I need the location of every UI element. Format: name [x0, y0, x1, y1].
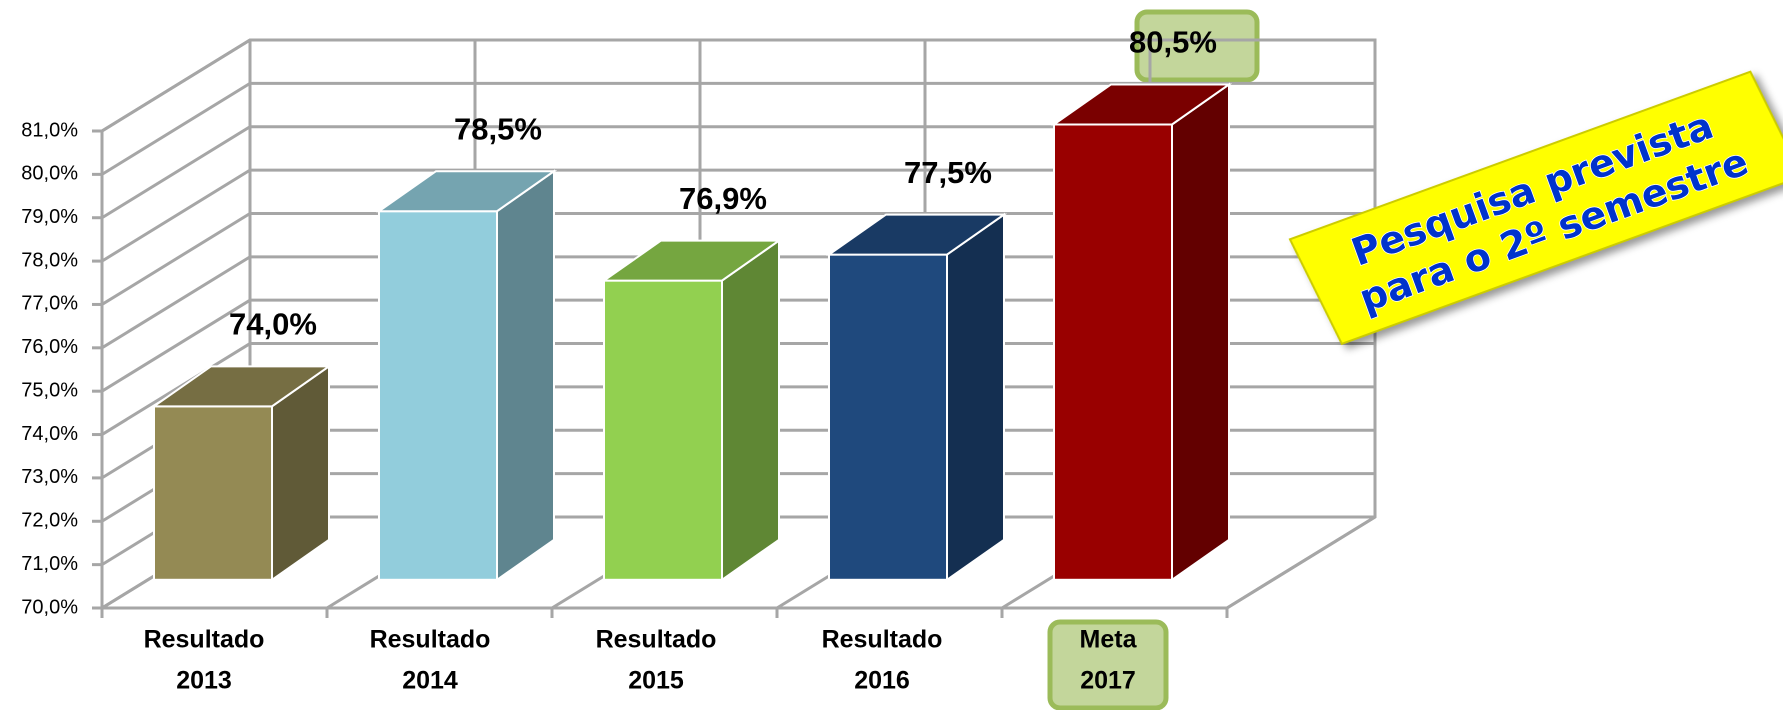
x-tick-label: Meta [1080, 626, 1138, 654]
bar-top [825, 213, 1008, 256]
x-tick-label: 2013 [176, 667, 232, 695]
bar-front [378, 210, 498, 581]
x-tick-label: Resultado [596, 626, 717, 654]
bar-top [375, 170, 558, 213]
value-label: 78,5% [454, 111, 542, 146]
x-tick-label: Resultado [144, 626, 265, 654]
x-tick-label: Resultado [370, 626, 491, 654]
grid-line [101, 38, 1375, 133]
grid-line [101, 125, 1375, 220]
plot: 70,0% 71,0% 72,0% 73,0% 74,0% 75,0% 76,0% 77,0%… [21, 25, 1377, 695]
bar-side [721, 238, 780, 582]
y-tick-label: 80,0% [21, 163, 78, 185]
y-tick-label: 70,0% [21, 596, 78, 618]
highlight-box [1134, 9, 1260, 83]
bar-side [496, 169, 555, 582]
bar [600, 238, 783, 582]
x-tick-label: 2017 [1080, 667, 1136, 695]
y-tick-label: 72,0% [21, 510, 78, 532]
x-tick-label: Resultado [822, 626, 943, 654]
bar-front [153, 405, 273, 581]
value-label: 77,5% [904, 155, 992, 190]
x-tick-label: 2016 [854, 667, 910, 695]
bar-side [946, 212, 1005, 582]
bar [375, 169, 558, 582]
y-tick-label: 77,0% [21, 293, 78, 315]
value-label: 74,0% [229, 307, 317, 342]
y-tick-label: 74,0% [21, 423, 78, 445]
bar [825, 212, 1008, 582]
grid-line [101, 211, 1375, 306]
bar [150, 364, 333, 582]
bar-front [603, 279, 723, 581]
value-label: 80,5% [1129, 25, 1217, 60]
bar-front [1053, 123, 1173, 581]
y-tick-label: 75,0% [21, 379, 78, 401]
bar-side [1171, 82, 1230, 582]
y-tick-label: 71,0% [21, 553, 78, 575]
y-tick-label: 78,0% [21, 249, 78, 271]
bar [1050, 82, 1233, 582]
value-label: 76,9% [679, 181, 767, 216]
grid-line [101, 168, 1375, 263]
grid-line [101, 81, 1375, 176]
floor-line [1226, 515, 1376, 610]
bar-front [828, 253, 948, 581]
y-tick-label: 76,0% [21, 336, 78, 358]
y-tick-label: 79,0% [21, 206, 78, 228]
y-tick-label: 81,0% [21, 119, 78, 141]
annotation: Pesquisa prevista para o 2º semestre [1288, 70, 1783, 346]
bar-top [150, 365, 333, 408]
x-tick-label: 2015 [628, 667, 684, 695]
bar-top [1050, 83, 1233, 126]
annotation-box [1288, 70, 1783, 346]
highlight-box [1047, 619, 1169, 710]
bar-top [600, 239, 783, 282]
y-tick-label: 73,0% [21, 466, 78, 488]
x-tick-label: 2014 [402, 667, 458, 695]
